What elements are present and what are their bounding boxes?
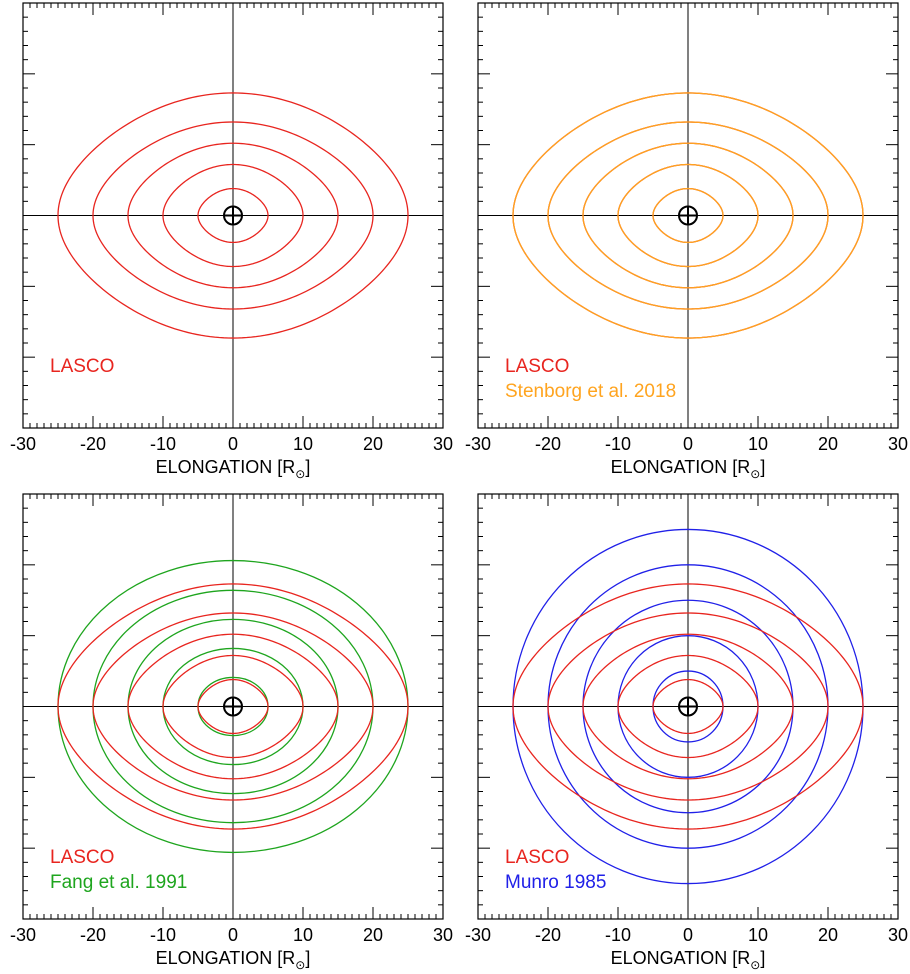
panel-top-right: LASCO Stenborg et al. 2018 -30 -20 -10 0 10 20 3… bbox=[465, 2, 908, 481]
legend: LASCO Munro 1985 bbox=[505, 847, 606, 893]
contour-line bbox=[652, 187, 724, 244]
x-tick-label: -30 bbox=[465, 434, 491, 454]
series-lasco bbox=[57, 583, 409, 830]
x-tick-labels: -30 -20 -10 0 10 20 30 bbox=[10, 434, 453, 454]
x-tick-label: 20 bbox=[363, 434, 383, 454]
sun-symbol-icon bbox=[678, 696, 698, 717]
x-tick-label: 10 bbox=[293, 434, 313, 454]
x-tick-label: -10 bbox=[150, 434, 176, 454]
x-tick-label: -20 bbox=[535, 925, 561, 945]
contour-line bbox=[92, 612, 374, 801]
x-tick-label: -20 bbox=[80, 925, 106, 945]
x-tick-label: 20 bbox=[363, 925, 383, 945]
x-tick-label: 30 bbox=[888, 434, 908, 454]
x-tick-label: 20 bbox=[818, 925, 838, 945]
contour-line bbox=[582, 633, 794, 780]
panel-top-left: LASCO -30 -20 -10 0 10 20 30 ELONGATION [R⊙] bbox=[10, 2, 453, 481]
contour-line bbox=[197, 678, 269, 735]
x-tick-label: -10 bbox=[605, 925, 631, 945]
contour-line bbox=[127, 633, 339, 780]
legend-entry: LASCO bbox=[50, 356, 114, 377]
series-lasco bbox=[512, 583, 864, 830]
axis-ticks bbox=[22, 2, 444, 429]
contour-line bbox=[652, 678, 724, 735]
x-tick-label: 30 bbox=[433, 434, 453, 454]
sun-symbol-icon bbox=[678, 205, 698, 226]
contour-line bbox=[512, 583, 864, 830]
legend: LASCO Stenborg et al. 2018 bbox=[505, 356, 676, 402]
x-tick-label: -10 bbox=[150, 925, 176, 945]
series-lasco bbox=[57, 92, 409, 339]
x-tick-label: 30 bbox=[433, 925, 453, 945]
x-tick-label: -20 bbox=[535, 434, 561, 454]
contour-line bbox=[92, 121, 374, 310]
legend-entry: Fang et al. 1991 bbox=[50, 872, 187, 893]
contour-line bbox=[512, 92, 864, 339]
x-tick-label: 10 bbox=[748, 925, 768, 945]
x-axis-label: ELONGATION [R⊙] bbox=[156, 948, 311, 972]
x-tick-label: 0 bbox=[228, 925, 238, 945]
contour-line bbox=[547, 121, 829, 310]
series-stenborg-et-al-2018 bbox=[512, 92, 864, 339]
contour-line bbox=[582, 142, 794, 289]
x-tick-label: 0 bbox=[683, 434, 693, 454]
legend-entry: LASCO bbox=[505, 356, 569, 377]
contour-line bbox=[162, 654, 304, 759]
x-axis-label: ELONGATION [R⊙] bbox=[156, 457, 311, 481]
x-tick-label: 20 bbox=[818, 434, 838, 454]
axis-ticks bbox=[22, 493, 444, 920]
legend: LASCO Fang et al. 1991 bbox=[50, 847, 187, 893]
panel-bottom-left: LASCO Fang et al. 1991 -30 -20 -10 0 10 20 30 ELO… bbox=[10, 493, 453, 972]
sun-symbol-icon bbox=[223, 696, 243, 717]
contour-line bbox=[617, 654, 759, 759]
x-tick-labels: -30 -20 -10 0 10 20 30 bbox=[465, 925, 908, 945]
legend-entry: Stenborg et al. 2018 bbox=[505, 381, 676, 402]
contour-line bbox=[617, 163, 759, 268]
sun-symbol-icon bbox=[223, 205, 243, 226]
x-tick-label: -20 bbox=[80, 434, 106, 454]
x-axis-label: ELONGATION [R⊙] bbox=[611, 948, 766, 972]
contour-line bbox=[197, 187, 269, 244]
x-tick-label: 0 bbox=[683, 925, 693, 945]
x-tick-label: -30 bbox=[10, 925, 36, 945]
legend-entry: Munro 1985 bbox=[505, 872, 606, 893]
contour-line bbox=[162, 163, 304, 268]
x-tick-label: 30 bbox=[888, 925, 908, 945]
x-tick-label: 10 bbox=[293, 925, 313, 945]
contour-line bbox=[57, 92, 409, 339]
panel-bottom-right: LASCO Munro 1985 -30 -20 -10 0 10 20 30 ELONGATIO… bbox=[465, 493, 908, 972]
legend-entry: LASCO bbox=[505, 847, 569, 868]
x-tick-labels: -30 -20 -10 0 10 20 30 bbox=[10, 925, 453, 945]
axis-ticks bbox=[477, 2, 899, 429]
contour-line bbox=[127, 142, 339, 289]
x-tick-labels: -30 -20 -10 0 10 20 30 bbox=[465, 434, 908, 454]
x-axis-label: ELONGATION [R⊙] bbox=[611, 457, 766, 481]
x-tick-label: -30 bbox=[10, 434, 36, 454]
x-tick-label: 0 bbox=[228, 434, 238, 454]
legend: LASCO bbox=[50, 356, 114, 377]
legend-entry: LASCO bbox=[50, 847, 114, 868]
contour-line bbox=[547, 612, 829, 801]
contour-line bbox=[57, 583, 409, 830]
x-tick-label: -30 bbox=[465, 925, 491, 945]
x-tick-label: -10 bbox=[605, 434, 631, 454]
x-tick-label: 10 bbox=[748, 434, 768, 454]
